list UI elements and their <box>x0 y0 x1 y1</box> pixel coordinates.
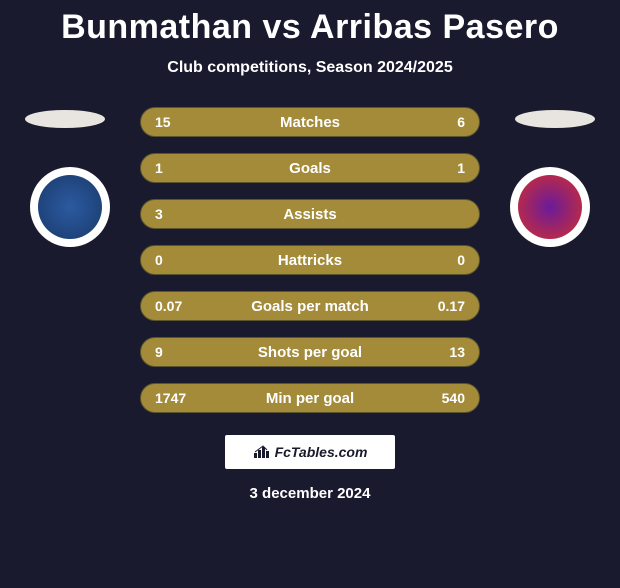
stat-row: 9 Shots per goal 13 <box>140 337 480 367</box>
stat-row: 1747 Min per goal 540 <box>140 383 480 413</box>
brand-link[interactable]: FcTables.com <box>225 435 395 469</box>
subtitle: Club competitions, Season 2024/2025 <box>0 59 620 77</box>
stat-left-value: 1747 <box>155 390 191 406</box>
chart-icon <box>253 445 271 459</box>
left-club-badge <box>30 167 110 247</box>
stat-label: Goals <box>289 160 331 177</box>
stat-right-value: 0 <box>429 252 465 268</box>
date-text: 3 december 2024 <box>0 485 620 502</box>
stat-label: Matches <box>280 114 340 131</box>
stat-row: 3 Assists <box>140 199 480 229</box>
stat-row: 0.07 Goals per match 0.17 <box>140 291 480 321</box>
stat-label: Goals per match <box>251 298 369 315</box>
stat-left-value: 1 <box>155 160 191 176</box>
stat-left-value: 3 <box>155 206 191 222</box>
right-club-badge-inner <box>518 175 582 239</box>
stat-right-value: 0.17 <box>429 298 465 314</box>
stat-row: 15 Matches 6 <box>140 107 480 137</box>
left-nationality-oval <box>25 110 105 128</box>
stat-row: 1 Goals 1 <box>140 153 480 183</box>
right-nationality-oval <box>515 110 595 128</box>
stat-label: Shots per goal <box>258 344 362 361</box>
brand-text: FcTables.com <box>275 444 368 460</box>
stat-label: Assists <box>283 206 336 223</box>
stats-rows: 15 Matches 6 1 Goals 1 3 Assists 0 Hattr… <box>140 107 480 413</box>
stat-left-value: 9 <box>155 344 191 360</box>
stat-right-value: 540 <box>429 390 465 406</box>
stat-right-value: 6 <box>429 114 465 130</box>
left-club-badge-inner <box>38 175 102 239</box>
page-title: Bunmathan vs Arribas Pasero <box>0 8 620 47</box>
right-club-badge <box>510 167 590 247</box>
stat-right-value: 1 <box>429 160 465 176</box>
stat-left-value: 0 <box>155 252 191 268</box>
stat-label: Min per goal <box>266 390 354 407</box>
stat-left-value: 15 <box>155 114 191 130</box>
stat-left-value: 0.07 <box>155 298 191 314</box>
stat-right-value: 13 <box>429 344 465 360</box>
stat-row: 0 Hattricks 0 <box>140 245 480 275</box>
comparison-panel: 15 Matches 6 1 Goals 1 3 Assists 0 Hattr… <box>0 107 620 502</box>
stat-label: Hattricks <box>278 252 342 269</box>
